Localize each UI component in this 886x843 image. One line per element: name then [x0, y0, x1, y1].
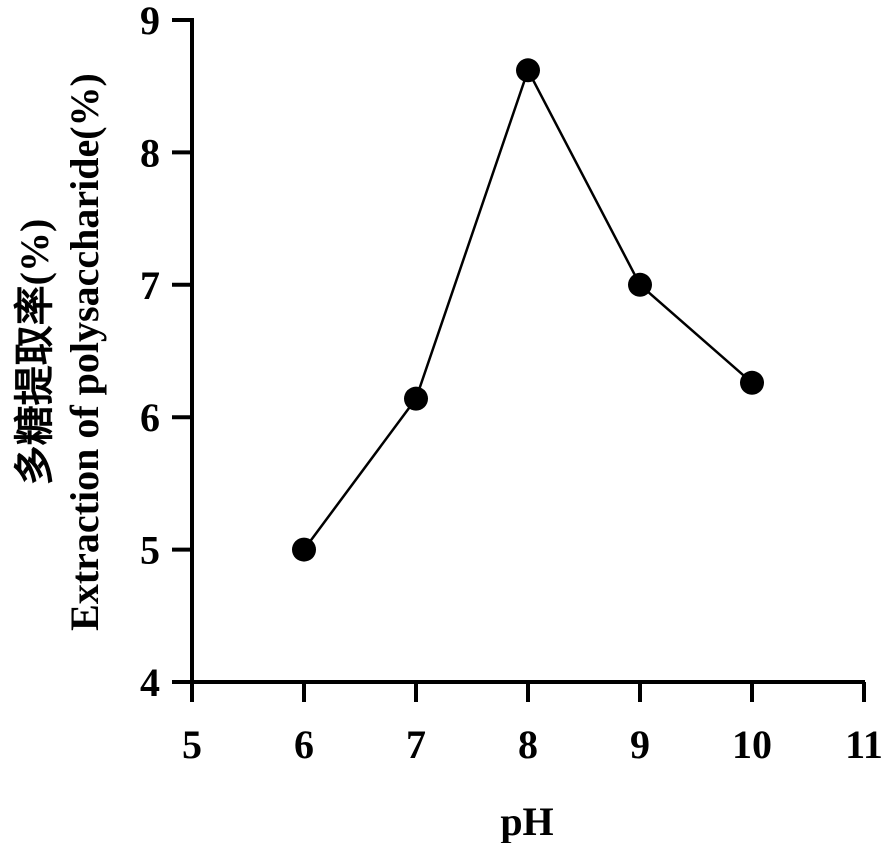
y-tick-label: 6	[140, 395, 160, 440]
y-tick-label: 8	[140, 130, 160, 175]
y-axis-title-english: Extraction of polysaccharide(%)	[62, 73, 107, 631]
y-axis-ticks: 4 5 6 7 8 9	[140, 0, 192, 705]
data-point	[292, 537, 316, 562]
x-tick-label: 10	[732, 722, 772, 767]
y-tick-label: 4	[140, 660, 160, 705]
data-point	[516, 58, 540, 83]
x-tick-label: 7	[406, 722, 426, 767]
data-point	[404, 386, 428, 411]
data-point	[740, 370, 764, 395]
x-tick-label: 6	[294, 722, 314, 767]
y-tick-label: 5	[140, 528, 160, 573]
x-tick-label: 5	[182, 722, 202, 767]
x-tick-label: 11	[845, 722, 883, 767]
data-point	[628, 272, 652, 297]
y-axis-title: 多糖提取率(%) Extraction of polysaccharide(%)	[12, 73, 107, 631]
series-line	[302, 67, 753, 551]
y-tick-label: 9	[140, 0, 160, 43]
x-tick-label: 9	[630, 722, 650, 767]
x-axis-ticks: 5 6 7 8 9 10 11	[182, 682, 883, 767]
y-axis-title-chinese: 多糖提取率(%)	[12, 219, 57, 486]
x-axis-title: pH	[500, 799, 553, 843]
x-tick-label: 8	[518, 722, 538, 767]
y-tick-label: 7	[140, 263, 160, 308]
data-series	[292, 58, 764, 562]
